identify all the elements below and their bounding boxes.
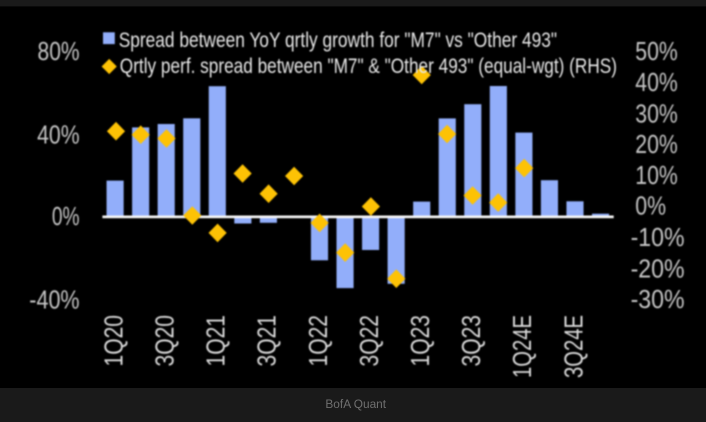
svg-text:20%: 20% bbox=[635, 129, 678, 159]
svg-text:40%: 40% bbox=[635, 67, 678, 97]
svg-text:1Q23: 1Q23 bbox=[405, 315, 435, 367]
svg-text:80%: 80% bbox=[38, 36, 80, 66]
svg-text:0%: 0% bbox=[635, 190, 666, 220]
svg-text:-10%: -10% bbox=[631, 222, 685, 252]
svg-text:1Q24E: 1Q24E bbox=[507, 315, 537, 378]
svg-text:3Q22: 3Q22 bbox=[354, 315, 384, 367]
svg-text:3Q20: 3Q20 bbox=[150, 315, 180, 367]
svg-text:-30%: -30% bbox=[631, 284, 685, 314]
svg-text:50%: 50% bbox=[635, 36, 678, 66]
svg-text:30%: 30% bbox=[635, 98, 678, 128]
svg-text:40%: 40% bbox=[37, 120, 80, 150]
svg-text:1Q21: 1Q21 bbox=[201, 315, 231, 367]
svg-text:BofA Quant: BofA Quant bbox=[325, 397, 386, 411]
svg-text:0%: 0% bbox=[52, 201, 80, 231]
svg-text:1Q20: 1Q20 bbox=[98, 315, 128, 367]
svg-text:3Q23: 3Q23 bbox=[456, 315, 486, 367]
svg-text:3Q21: 3Q21 bbox=[252, 315, 282, 367]
svg-text:-20%: -20% bbox=[631, 254, 685, 284]
svg-text:Spread between YoY qrtly growt: Spread between YoY qrtly growth for "M7"… bbox=[119, 29, 557, 52]
svg-text:-40%: -40% bbox=[29, 284, 79, 314]
svg-text:Qrtly perf. spread between "M7: Qrtly perf. spread between "M7" & "Other… bbox=[120, 55, 617, 78]
svg-text:1Q22: 1Q22 bbox=[303, 315, 333, 367]
svg-text:3Q24E: 3Q24E bbox=[558, 315, 588, 378]
svg-text:10%: 10% bbox=[635, 160, 678, 190]
